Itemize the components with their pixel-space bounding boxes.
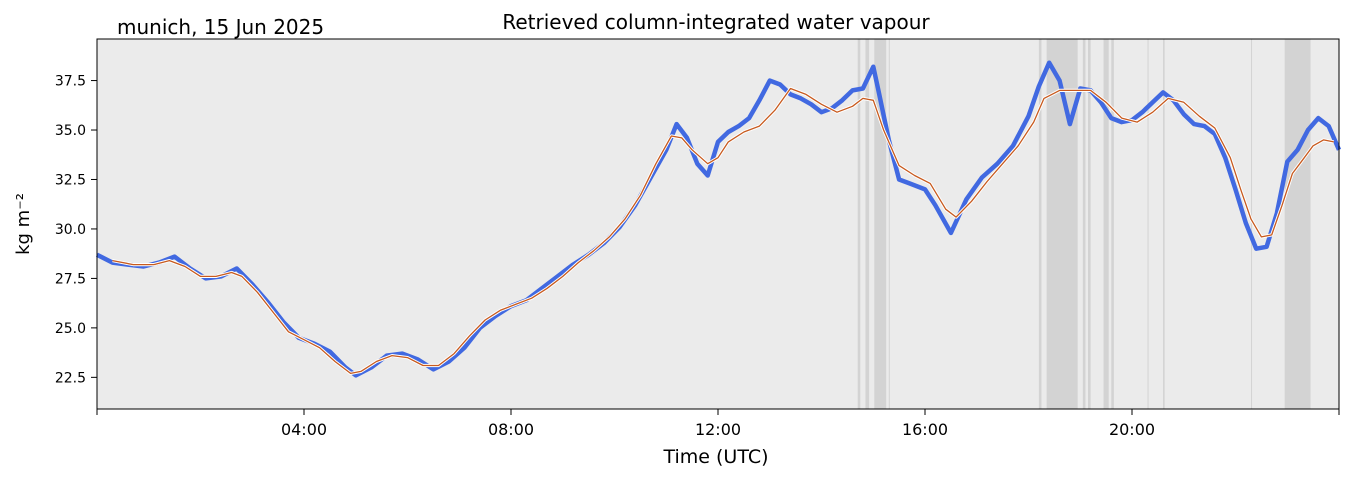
y-axis-ticks: 22.5 25.0 27.5 30.0 32.5 35.0 37.5 (55, 74, 97, 386)
shaded-interval (888, 39, 890, 409)
chart-title: Retrieved column-integrated water vapour (502, 10, 930, 34)
location-date-label: munich, 15 Jun 2025 (117, 15, 324, 39)
shaded-interval (1251, 39, 1253, 409)
x-axis-label: Time (UTC) (662, 446, 768, 468)
shaded-interval (1082, 39, 1086, 409)
shaded-interval (1038, 39, 1042, 409)
y-axis-label: kg m⁻² (13, 193, 34, 255)
shaded-interval (1103, 39, 1109, 409)
shaded-interval (1147, 39, 1149, 409)
shaded-intervals (857, 39, 1311, 409)
y-tick-label: 37.5 (55, 74, 86, 90)
y-tick-label: 35.0 (55, 123, 86, 139)
x-tick-label: 12:00 (695, 420, 741, 439)
x-tick-label: 04:00 (281, 420, 327, 439)
y-tick-label: 22.5 (55, 370, 86, 386)
y-tick-label: 25.0 (55, 321, 86, 337)
y-tick-label: 27.5 (55, 271, 86, 287)
shaded-interval (1111, 39, 1114, 409)
shaded-interval (1088, 39, 1091, 409)
x-tick-label: 08:00 (488, 420, 534, 439)
data-lines (95, 60, 1342, 378)
x-axis-ticks: 04:00 08:00 12:00 16:00 20:00 (96, 409, 1340, 439)
shaded-interval (1284, 39, 1311, 409)
y-tick-label: 32.5 (55, 172, 86, 188)
series-line-smoothed (112, 87, 1334, 375)
shaded-interval (1163, 39, 1165, 409)
shaded-interval (857, 39, 861, 409)
x-tick-label: 16:00 (902, 420, 948, 439)
shaded-interval (865, 39, 870, 409)
plot-background (97, 39, 1339, 409)
shaded-interval (874, 39, 887, 409)
x-tick-label: 20:00 (1109, 420, 1155, 439)
y-tick-label: 30.0 (55, 222, 86, 238)
